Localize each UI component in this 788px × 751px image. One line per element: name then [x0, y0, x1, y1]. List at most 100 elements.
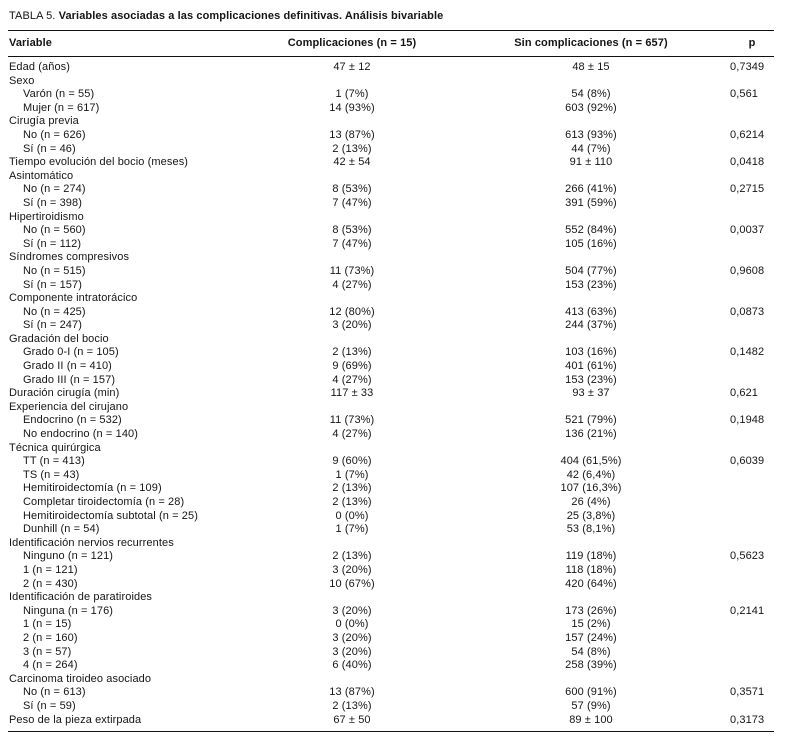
cell-p-value: 0,561 [730, 88, 759, 101]
table-row: Gradación del bocio [8, 333, 774, 347]
cell-complications-value: 4 (27%) [332, 373, 372, 386]
cell-no-complications-value: 420 (64%) [565, 577, 617, 590]
cell-no-complications-value [452, 333, 730, 347]
cell-p-value [730, 618, 774, 632]
cell-p-value [730, 482, 774, 496]
cell-complications-value: 2 (13%) [332, 346, 372, 359]
cell-p-value [730, 469, 774, 483]
cell-variable: TS (n = 43) [23, 468, 80, 481]
cell-complications-value [252, 333, 452, 347]
cell-no-complications-value: 25 (3,8%) [566, 509, 616, 522]
cell-complications-value [252, 251, 452, 265]
cell-no-complications-value: 504 (77%) [565, 264, 617, 277]
cell-no-complications-value: 266 (41%) [565, 183, 617, 196]
table-row: No (n = 613) 13 (87%) 600 (91%) 0,3571 [8, 686, 774, 700]
cell-p-value [730, 564, 774, 578]
cell-no-complications-value: 258 (39%) [565, 659, 617, 672]
header-row: Variable Complicaciones (n = 15) Sin com… [8, 30, 774, 57]
table-row: Hemitiroidectomía (n = 109) 2 (13%) 107 (1… [8, 482, 774, 496]
cell-no-complications-value [452, 442, 730, 456]
cell-no-complications-value: 552 (84%) [565, 224, 617, 237]
cell-p-value: 0,3571 [730, 686, 765, 699]
cell-variable: Peso de la pieza extirpada [9, 713, 142, 726]
cell-no-complications-value: 89 ± 100 [569, 713, 613, 726]
table-row: Carcinoma tiroideo asociado [8, 673, 774, 687]
cell-p-value [730, 251, 774, 265]
cell-variable: Hipertiroidismo [9, 210, 84, 223]
cell-no-complications-value: 521 (79%) [565, 414, 617, 427]
cell-p-value: 0,1482 [730, 346, 765, 359]
cell-variable: Sexo [9, 74, 35, 87]
table-row: Grado III (n = 157) 4 (27%) 153 (23%) [8, 374, 774, 388]
cell-variable: Identificación de paratiroides [9, 591, 153, 604]
cell-no-complications-value: 105 (16%) [565, 237, 617, 250]
cell-p-value [730, 496, 774, 510]
cell-p-value [730, 537, 774, 551]
table-row: No (n = 560) 8 (53%) 552 (84%) 0,0037 [8, 224, 774, 238]
cell-complications-value: 3 (20%) [332, 604, 372, 617]
cell-p-value: 0,2715 [730, 183, 765, 196]
cell-variable: Técnica quirúrgica [9, 441, 101, 454]
cell-variable: Carcinoma tiroideo asociado [9, 672, 152, 685]
cell-no-complications-value: 401 (61%) [565, 360, 617, 373]
col-header-no-complications: Sin complicaciones (n = 657) [452, 30, 730, 57]
bivariate-analysis-table: Variable Complicaciones (n = 15) Sin com… [8, 30, 774, 733]
cell-p-value [730, 75, 774, 89]
cell-complications-value: 4 (27%) [332, 428, 372, 441]
table-row: Edad (años) 47 ± 12 48 ± 15 0,7349 [8, 57, 774, 75]
table-row: Sexo [8, 75, 774, 89]
cell-no-complications-value: 153 (23%) [565, 278, 617, 291]
cell-complications-value: 11 (73%) [329, 264, 375, 277]
cell-variable: Completar tiroidectomía (n = 28) [23, 496, 185, 508]
cell-p-value: 0,6039 [730, 455, 765, 468]
table-row: 3 (n = 57) 3 (20%) 54 (8%) [8, 646, 774, 660]
cell-no-complications-value: 42 (6,4%) [566, 468, 616, 481]
cell-variable: Identificación nervios recurrentes [9, 536, 174, 549]
cell-complications-value: 13 (87%) [329, 686, 375, 699]
cell-complications-value: 2 (13%) [332, 496, 372, 508]
cell-p-value [730, 279, 774, 293]
cell-complications-value: 4 (27%) [332, 278, 372, 291]
cell-p-value [730, 374, 774, 388]
cell-variable: No (n = 515) [23, 264, 86, 277]
cell-complications-value [252, 211, 452, 225]
table-row: No (n = 425) 12 (80%) 413 (63%) 0,0873 [8, 306, 774, 320]
cell-p-value [730, 632, 774, 646]
cell-variable: No (n = 626) [23, 128, 86, 141]
cell-variable: Endocrino (n = 532) [23, 414, 122, 427]
cell-p-value [730, 319, 774, 333]
cell-p-value: 0,621 [730, 387, 759, 400]
table-row: Técnica quirúrgica [8, 442, 774, 456]
table-row: Completar tiroidectomía (n = 28) 2 (13%) 2… [8, 496, 774, 510]
cell-no-complications-value: 57 (9%) [571, 699, 611, 712]
cell-no-complications-value: 103 (16%) [565, 346, 617, 359]
table-row: TS (n = 43) 1 (7%) 42 (6,4%) [8, 469, 774, 483]
col-header-p-value: p [730, 30, 774, 57]
table-row: 1 (n = 15) 0 (0%) 15 (2%) [8, 618, 774, 632]
table-row: Varón (n = 55) 1 (7%) 54 (8%) 0,561 [8, 88, 774, 102]
cell-p-value: 0,3173 [730, 713, 765, 726]
cell-p-value: 0,0873 [730, 305, 765, 318]
table-row: TT (n = 413) 9 (60%) 404 (61,5%) 0,6039 [8, 455, 774, 469]
table-body: Edad (años) 47 ± 12 48 ± 15 0,7349 Sexo Varón… [8, 57, 774, 732]
table-row: Sí (n = 157) 4 (27%) 153 (23%) [8, 279, 774, 293]
table-row: Tiempo evolución del bocio (meses) 42 ± 5… [8, 156, 774, 170]
cell-no-complications-value: 91 ± 110 [569, 156, 613, 169]
cell-variable: Síndromes compresivos [9, 251, 130, 264]
table-row: No endocrino (n = 140) 4 (27%) 136 (21%) [8, 428, 774, 442]
cell-complications-value: 2 (13%) [332, 699, 372, 712]
cell-no-complications-value: 404 (61,5%) [560, 455, 622, 468]
table-row: Mujer (n = 617) 14 (93%) 603 (92%) [8, 102, 774, 116]
table-row: Ninguna (n = 176) 3 (20%) 173 (26%) 0,2141 [8, 605, 774, 619]
cell-p-value [730, 333, 774, 347]
cell-variable: No endocrino (n = 140) [23, 428, 139, 441]
table-row: Duración cirugía (min) 117 ± 33 93 ± 37 0,6… [8, 387, 774, 401]
cell-no-complications-value: 119 (18%) [565, 550, 617, 563]
table-row: Hipertiroidismo [8, 211, 774, 225]
cell-variable: 2 (n = 160) [23, 631, 78, 644]
table-row: Cirugía previa [8, 115, 774, 129]
cell-variable: Sí (n = 157) [23, 278, 82, 291]
cell-variable: Sí (n = 112) [23, 237, 82, 250]
table-row: Experiencia del cirujano [8, 401, 774, 415]
cell-p-value: 0,0037 [730, 224, 765, 237]
